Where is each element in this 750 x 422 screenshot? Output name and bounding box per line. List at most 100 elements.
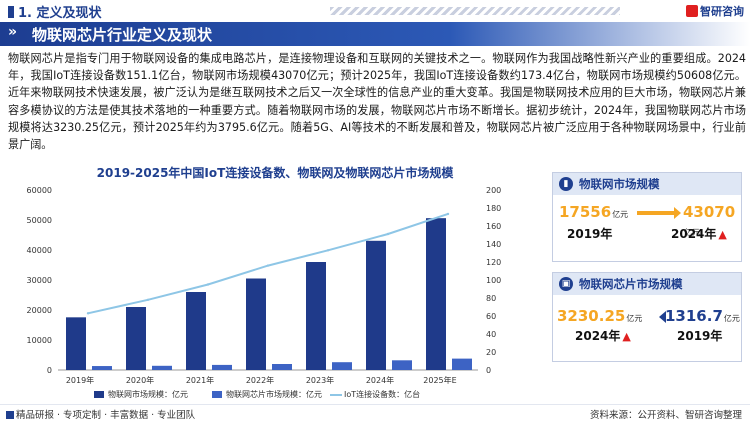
end-year: 2024年 ▲ bbox=[671, 225, 727, 242]
data-source: 资料来源：公开资料、智研咨询整理 bbox=[589, 410, 742, 421]
line-iot-devices bbox=[87, 212, 449, 315]
chart-icon: ▮ bbox=[559, 177, 573, 191]
end-value-unit: 亿元 bbox=[723, 314, 740, 323]
y-right-tick-label: 40 bbox=[486, 330, 496, 339]
x-tick-label: 2024年 bbox=[366, 375, 394, 385]
line-point bbox=[266, 264, 270, 267]
line-point bbox=[386, 232, 390, 236]
x-tick-label: 2023年 bbox=[306, 375, 334, 385]
bar-market-size bbox=[186, 292, 206, 370]
start-value-unit: 亿元 bbox=[612, 210, 629, 219]
x-tick-label: 2025年E bbox=[423, 375, 456, 385]
bar-market-size bbox=[426, 218, 446, 370]
y-right-tick-label: 60 bbox=[486, 312, 496, 321]
bar-market-size bbox=[306, 262, 326, 370]
x-tick-label: 2021年 bbox=[186, 375, 214, 385]
y-right-tick-label: 160 bbox=[486, 222, 501, 231]
start-value-unit: 亿元 bbox=[626, 314, 643, 323]
bar-chip-market-size bbox=[212, 364, 232, 370]
y-right-tick-label: 180 bbox=[486, 204, 501, 213]
section-heading-text: 1. 定义及现状 bbox=[18, 6, 102, 21]
y-right-tick-label: 200 bbox=[486, 186, 501, 195]
market-size-card: ▮ 物联网市场规模 17556亿元 2019年 43070亿元 2024年 ▲ bbox=[552, 172, 742, 262]
y-left-tick-label: 30000 bbox=[27, 276, 52, 285]
y-left-tick-label: 60000 bbox=[27, 186, 52, 195]
footer-tagline-text: 精品研报 · 专项定制 · 丰富数据 · 专业团队 bbox=[16, 410, 196, 421]
y-right-tick-label: 140 bbox=[486, 240, 501, 249]
start-year: 2024年 ▲ bbox=[575, 327, 631, 344]
bar-chip-market-size bbox=[152, 365, 172, 370]
line-point bbox=[86, 312, 90, 315]
y-right-tick-label: 100 bbox=[486, 276, 501, 285]
bar-market-size bbox=[366, 240, 386, 370]
footer-tagline: 精品研报 · 专项定制 · 丰富数据 · 专业团队 bbox=[6, 407, 195, 421]
card-title: 物联网芯片市场规模 bbox=[579, 277, 683, 291]
end-value: 43070 亿元 bbox=[683, 203, 741, 239]
legend-label: IoT连接设备数：亿台 bbox=[344, 389, 420, 399]
start-value-number: 17556 bbox=[559, 203, 612, 221]
chip-icon: ▣ bbox=[559, 277, 573, 291]
footer: 精品研报 · 专项定制 · 丰富数据 · 专业团队 资料来源：公开资料、智研咨询… bbox=[0, 404, 750, 422]
start-value: 3230.25亿元 bbox=[557, 307, 642, 325]
start-year-text: 2024年 bbox=[575, 329, 621, 343]
y-left-tick-label: 20000 bbox=[27, 306, 52, 315]
legend-swatch bbox=[94, 391, 104, 398]
line-point bbox=[146, 298, 150, 301]
chart-title: 2019-2025年中国IoT连接设备数、物联网及物联网芯片市场规模 bbox=[96, 166, 454, 180]
y-right-tick-label: 20 bbox=[486, 348, 496, 357]
line-point bbox=[206, 283, 210, 286]
page-title: 物联网芯片行业定义及现状 bbox=[32, 26, 213, 44]
bar-market-size bbox=[126, 307, 146, 370]
end-value: 1316.7亿元 bbox=[665, 307, 740, 325]
bar-market-size bbox=[246, 278, 266, 370]
bar-market-size bbox=[66, 317, 86, 370]
end-value-unit: 亿元 bbox=[684, 228, 700, 237]
y-left-tick-label: 40000 bbox=[27, 246, 52, 255]
start-value-number: 3230.25 bbox=[557, 307, 626, 325]
start-year: 2019年 bbox=[567, 227, 613, 241]
y-left-tick-label: 0 bbox=[47, 366, 52, 375]
arrow-right-icon bbox=[637, 207, 681, 219]
bar-chip-market-size bbox=[452, 358, 472, 370]
legend-label: 物联网芯片市场规模：亿元 bbox=[226, 389, 322, 399]
end-year: 2019年 bbox=[677, 329, 723, 343]
bar-chip-market-size bbox=[392, 360, 412, 370]
bar-chip-market-size bbox=[332, 362, 352, 370]
end-value-number: 1316.7 bbox=[665, 307, 723, 325]
logo-icon bbox=[686, 5, 698, 17]
bar-chip-market-size bbox=[272, 364, 292, 370]
up-arrow-icon: ▲ bbox=[718, 228, 727, 241]
intro-paragraph: 物联网芯片是指专门用于物联网设备的集成电路芯片，是连接物理设备和互联网的关键技术… bbox=[8, 52, 746, 152]
line-point bbox=[326, 249, 330, 252]
start-value: 17556亿元 bbox=[559, 203, 628, 221]
end-value-number: 43070 bbox=[683, 203, 736, 221]
up-arrow-icon: ▲ bbox=[622, 330, 631, 343]
legend-swatch bbox=[212, 391, 222, 398]
chip-market-size-card: ▣ 物联网芯片市场规模 3230.25亿元 2024年 ▲ 1316.7亿元 20… bbox=[552, 272, 742, 362]
legend-label: 物联网市场规模：亿元 bbox=[108, 389, 188, 399]
report-icon bbox=[6, 411, 14, 419]
line-point bbox=[446, 212, 450, 216]
chevron-right-icon: » bbox=[8, 24, 18, 40]
title-bar: » 物联网芯片行业定义及现状 bbox=[0, 22, 750, 46]
card-title: 物联网市场规模 bbox=[579, 177, 660, 191]
section-marker-icon bbox=[8, 6, 14, 18]
decorative-stripes bbox=[330, 7, 620, 15]
y-left-tick-label: 10000 bbox=[27, 336, 52, 345]
y-left-tick-label: 50000 bbox=[27, 216, 52, 225]
section-heading: 1. 定义及现状 bbox=[8, 2, 102, 21]
y-right-tick-label: 80 bbox=[486, 294, 496, 303]
brand-logo: 智研咨询 bbox=[686, 3, 744, 19]
end-year-text: 2024年 bbox=[671, 227, 717, 241]
card-header: ▣ 物联网芯片市场规模 bbox=[553, 273, 741, 295]
y-right-tick-label: 0 bbox=[486, 366, 491, 375]
y-right-tick-label: 120 bbox=[486, 258, 501, 267]
x-tick-label: 2019年 bbox=[66, 375, 94, 385]
x-tick-label: 2022年 bbox=[246, 375, 274, 385]
x-tick-label: 2020年 bbox=[126, 375, 154, 385]
bar-chip-market-size bbox=[92, 366, 112, 370]
card-header: ▮ 物联网市场规模 bbox=[553, 173, 741, 195]
top-bar: 1. 定义及现状 智研咨询 bbox=[0, 0, 750, 22]
combo-chart: 0 10000 20000 30000 40000 50000 60000 0 20 40 60 80… bbox=[27, 186, 502, 399]
logo-text: 智研咨询 bbox=[700, 5, 744, 18]
